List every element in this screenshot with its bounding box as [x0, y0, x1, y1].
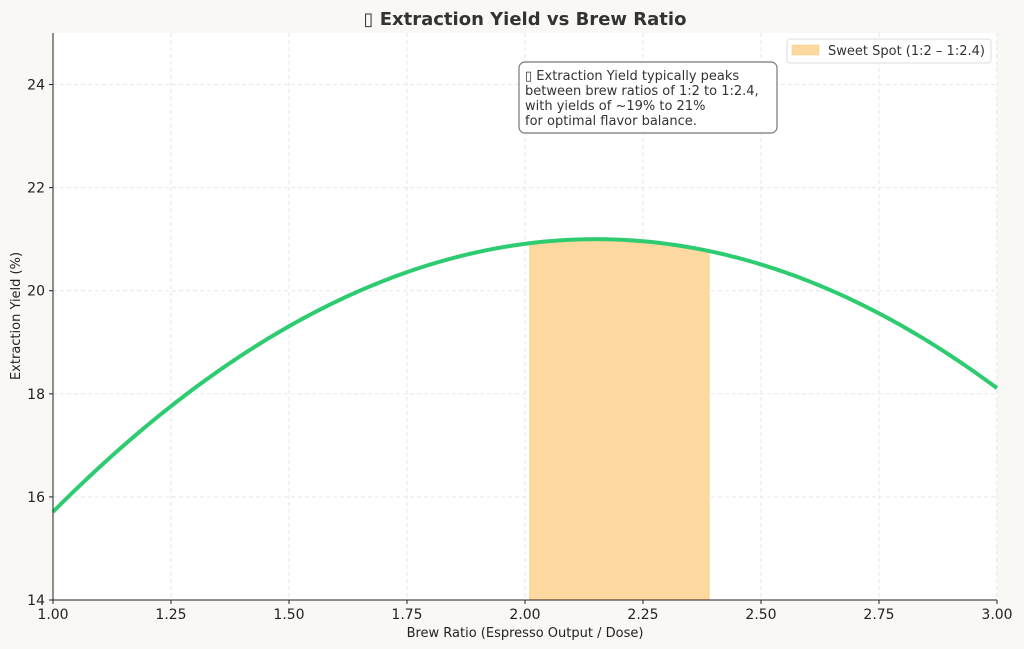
- x-tick-label: 3.00: [981, 607, 1012, 623]
- y-tick-label: 18: [27, 387, 45, 403]
- x-tick-label: 1.00: [37, 607, 68, 623]
- annotation-line: ▯ Extraction Yield typically peaks: [525, 69, 739, 84]
- x-tick-label: 1.25: [155, 607, 186, 623]
- y-tick-label: 22: [27, 181, 45, 197]
- legend-swatch: [791, 44, 820, 56]
- sweet-spot-fill: [529, 238, 710, 601]
- y-tick-label: 16: [27, 490, 45, 506]
- annotation-line: for optimal flavor balance.: [525, 114, 697, 129]
- x-axis-label: Brew Ratio (Espresso Output / Dose): [407, 626, 644, 641]
- x-tick-label: 2.00: [509, 607, 540, 623]
- ticks: 1.00 1.25 1.50 1.75 2.00 2.25 2.50 2.75 3.00 14 16…: [27, 78, 1012, 623]
- x-tick-label: 2.75: [863, 607, 894, 623]
- x-tick-label: 1.75: [391, 607, 422, 623]
- x-tick-label: 1.50: [273, 607, 304, 623]
- series-line: [51, 237, 999, 514]
- annotation-box: ▯ Extraction Yield typically peaks betwe…: [518, 61, 778, 134]
- x-tick-label: 2.25: [627, 607, 658, 623]
- chart-title: ▯ Extraction Yield vs Brew Ratio: [364, 9, 687, 30]
- y-tick-label: 20: [27, 284, 45, 300]
- legend: Sweet Spot (1:2 – 1:2.4): [786, 38, 992, 64]
- legend-label: Sweet Spot (1:2 – 1:2.4): [828, 44, 985, 59]
- y-tick-label: 24: [27, 78, 45, 94]
- x-tick-label: 2.50: [745, 607, 776, 623]
- sweet-spot-region: [529, 238, 710, 601]
- y-axis-label: Extraction Yield (%): [9, 252, 24, 380]
- annotation-line: between brew ratios of 1:2 to 1:2.4,: [525, 84, 759, 99]
- y-tick-label: 14: [27, 593, 45, 609]
- series-lines: [51, 237, 999, 514]
- annotation-line: with yields of ~19% to 21%: [525, 99, 705, 114]
